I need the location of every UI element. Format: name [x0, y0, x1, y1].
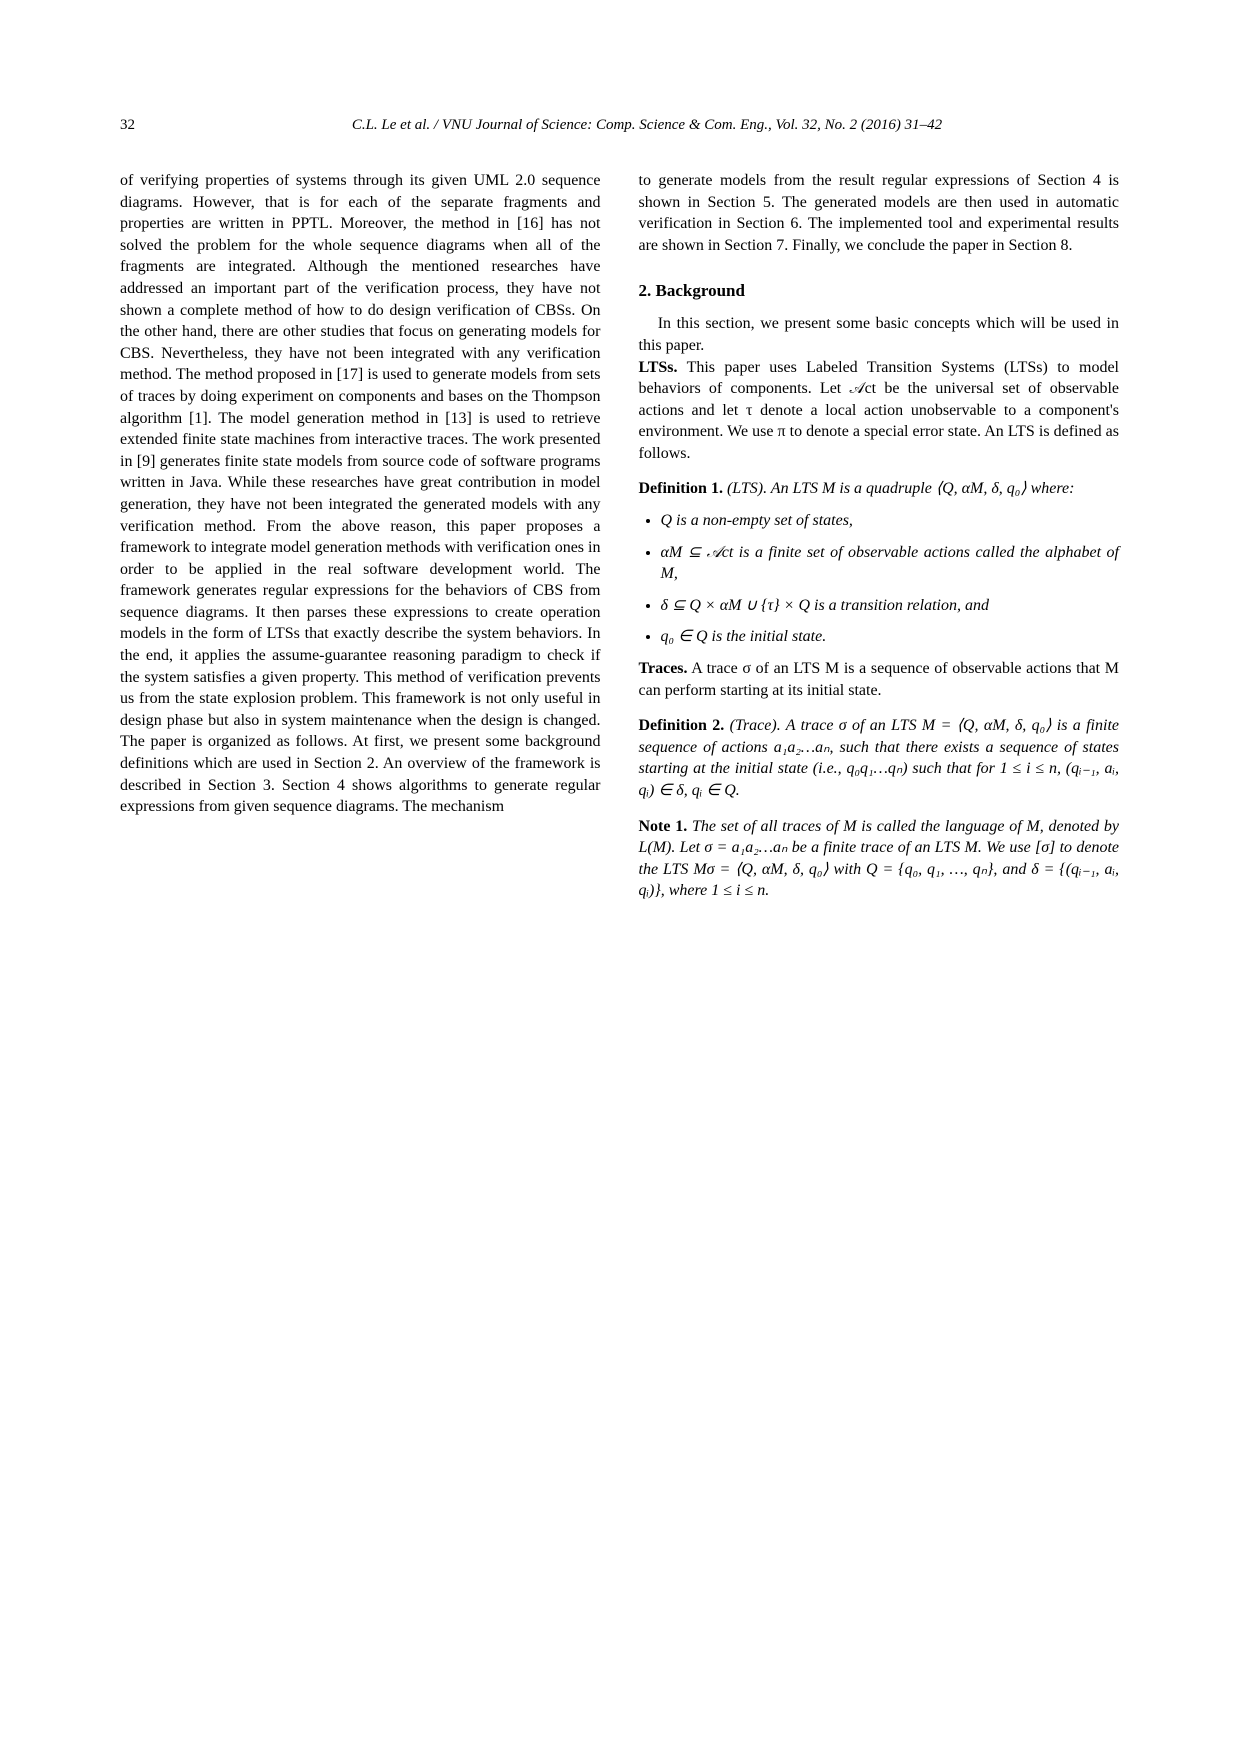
page-number: 32 [120, 115, 135, 135]
bullet-1: Q is a non-empty set of states, [661, 510, 1120, 532]
ltss-body: This paper uses Labeled Transition Syste… [639, 359, 1120, 462]
right-para-1: to generate models from the result regul… [639, 170, 1120, 256]
definition-2-head: Definition 2. [639, 717, 725, 734]
ltss-prefix: LTSs. [639, 359, 678, 376]
definition-1-head: Definition 1. [639, 480, 723, 497]
definition-2: Definition 2. (Trace). A trace σ of an L… [639, 715, 1120, 801]
definition-1-body: (LTS). An LTS M is a quadruple ⟨Q, αM, δ… [723, 480, 1074, 497]
definition-1-bullets: Q is a non-empty set of states, αM ⊆ 𝒜ct… [661, 510, 1120, 648]
page: 32 C.L. Le et al. / VNU Journal of Scien… [0, 0, 1239, 1754]
bullet-3: δ ⊆ Q × αM ∪ {τ} × Q is a transition rel… [661, 595, 1120, 617]
left-column: of verifying properties of systems throu… [120, 170, 601, 902]
ltss-paragraph: LTSs. This paper uses Labeled Transition… [639, 357, 1120, 465]
left-para-1: of verifying properties of systems throu… [120, 170, 601, 818]
right-column: to generate models from the result regul… [639, 170, 1120, 902]
definition-1: Definition 1. (LTS). An LTS M is a quadr… [639, 478, 1120, 500]
bullet-2: αM ⊆ 𝒜ct is a finite set of observable a… [661, 542, 1120, 585]
running-title: C.L. Le et al. / VNU Journal of Science:… [120, 115, 1119, 135]
traces-body: A trace σ of an LTS M is a sequence of o… [639, 660, 1120, 699]
running-head: 32 C.L. Le et al. / VNU Journal of Scien… [120, 115, 1119, 135]
note-1-head: Note 1. [639, 818, 688, 835]
traces-prefix: Traces. [639, 660, 688, 677]
section-2-heading: 2. Background [639, 280, 1120, 303]
right-para-2: In this section, we present some basic c… [639, 313, 1120, 356]
note-1-body: The set of all traces of M is called the… [639, 818, 1120, 900]
note-1: Note 1. The set of all traces of M is ca… [639, 816, 1120, 902]
traces-paragraph: Traces. A trace σ of an LTS M is a seque… [639, 658, 1120, 701]
text-columns: of verifying properties of systems throu… [120, 170, 1119, 902]
bullet-4: q₀ ∈ Q is the initial state. [661, 626, 1120, 648]
